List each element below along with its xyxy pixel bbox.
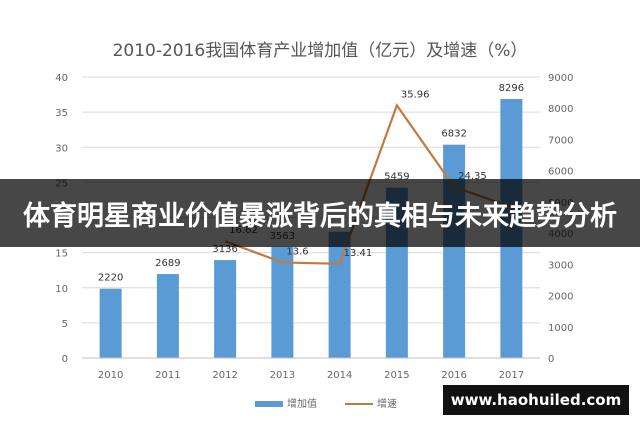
bar-value-label: 8296 [499,83,524,94]
line-value-label: 13.41 [344,248,373,259]
y-left-tick-label: 10 [55,284,68,295]
line-value-label: 24.35 [458,171,487,182]
bar-value-label: 2220 [98,273,123,284]
legend-item-line: 增速 [345,395,397,410]
x-tick-label: 2013 [270,370,295,381]
bar [99,288,122,358]
chart-title: 2010-2016我国体育产业增加值（亿元）及增速（%） [112,41,528,61]
legend: 增加值 增速 [255,395,397,410]
y-right-tick-label: 2000 [548,292,573,303]
y-right-tick-label: 0 [548,354,554,365]
y-left-tick-label: 5 [62,319,68,330]
headline-overlay: 体育明星商业价值暴涨背后的真相与未来趋势分析 [0,179,640,247]
bar-value-label: 6832 [441,129,466,140]
y-left-tick-label: 35 [55,108,68,119]
x-tick-label: 2011 [155,370,180,381]
line-value-label: 13.6 [286,246,308,257]
y-right-tick-label: 1000 [548,323,573,334]
y-right-tick-label: 6000 [548,167,573,178]
bar-series [99,98,523,359]
bar [271,246,294,358]
bar-value-label: 3136 [212,244,237,255]
axes: 0510152025303540010002000300040005000600… [55,73,573,381]
x-tick-label: 2016 [441,370,466,381]
bar-value-label: 2689 [155,258,180,269]
legend-label-line: 增速 [377,399,397,410]
x-tick-label: 2012 [212,370,237,381]
y-right-tick-label: 7000 [548,135,573,146]
headline-text: 体育明星商业价值暴涨背后的真相与未来趋势分析 [23,200,617,232]
legend-swatch-bar [255,401,283,407]
watermark: www.haohuiled.com [443,385,629,415]
y-left-tick-label: 15 [55,249,68,260]
y-right-tick-label: 9000 [548,73,573,84]
legend-swatch-line [345,403,373,405]
y-left-tick-label: 0 [62,354,68,365]
x-tick-label: 2014 [327,370,352,381]
y-left-tick-label: 40 [55,73,68,84]
y-right-tick-label: 3000 [548,260,573,271]
bar-value-label: 5459 [384,172,409,183]
x-tick-label: 2017 [499,370,524,381]
bar [156,274,179,358]
x-tick-label: 2015 [384,370,409,381]
y-right-tick-label: 8000 [548,104,573,115]
line-value-label: 35.96 [401,89,430,100]
y-left-tick-label: 30 [55,143,68,154]
bar [214,260,237,358]
legend-label-bar: 增加值 [287,399,317,410]
x-tick-label: 2010 [98,370,123,381]
legend-item-bar: 增加值 [255,395,317,410]
